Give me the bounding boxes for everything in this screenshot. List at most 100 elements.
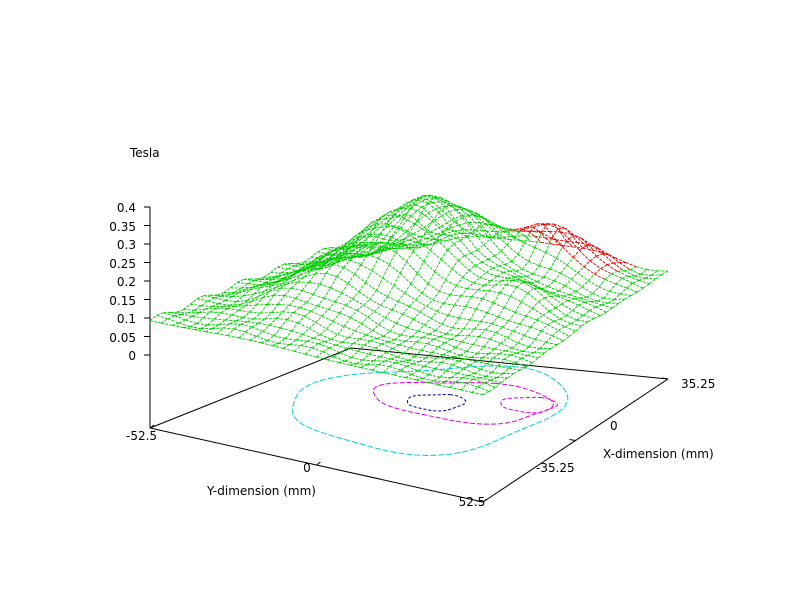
surface-mesh-line bbox=[517, 254, 529, 262]
surface-mesh-line bbox=[319, 250, 331, 257]
surface-mesh-line bbox=[276, 318, 288, 320]
surface-mesh-line bbox=[618, 298, 626, 304]
surface-mesh-line bbox=[485, 230, 497, 233]
surface-mesh-line bbox=[615, 283, 627, 289]
surface-mesh-line bbox=[245, 304, 257, 307]
surface-mesh-line bbox=[319, 273, 327, 285]
surface-mesh-line bbox=[394, 374, 406, 379]
surface-mesh-line bbox=[470, 252, 483, 263]
surface-mesh-line bbox=[225, 314, 233, 321]
surface-mesh-line bbox=[499, 350, 506, 355]
surface-mesh-line bbox=[478, 336, 491, 340]
surface-mesh-line bbox=[571, 272, 578, 280]
surface-mesh-line bbox=[489, 332, 497, 340]
surface-mesh-line bbox=[310, 305, 318, 312]
surface-mesh-line bbox=[447, 304, 455, 316]
surface-mesh-line bbox=[405, 241, 417, 246]
surface-mesh-line bbox=[466, 282, 474, 290]
surface-mesh-line bbox=[406, 220, 418, 232]
surface-mesh-line bbox=[542, 314, 555, 322]
surface-mesh-line bbox=[271, 311, 283, 314]
surface-mesh-line bbox=[611, 270, 618, 275]
surface-mesh-line bbox=[600, 264, 608, 269]
surface-mesh-line bbox=[458, 306, 466, 319]
surface-mesh-line bbox=[330, 276, 338, 289]
surface-mesh-line bbox=[369, 226, 381, 237]
surface-mesh-line bbox=[402, 313, 414, 320]
surface-mesh-line bbox=[405, 340, 417, 343]
surface-mesh-line bbox=[555, 307, 567, 316]
surface-mesh-line bbox=[483, 238, 491, 246]
surface-mesh-line bbox=[525, 308, 533, 317]
surface-mesh-line bbox=[537, 281, 549, 288]
surface-mesh-line bbox=[503, 354, 511, 360]
surface-mesh-line bbox=[271, 342, 279, 346]
surface-mesh-line bbox=[294, 265, 306, 269]
surface-mesh-line bbox=[170, 311, 182, 315]
surface-mesh-line bbox=[522, 268, 534, 275]
surface-mesh-line bbox=[515, 226, 527, 230]
surface-mesh-line bbox=[560, 272, 572, 280]
surface-mesh-line bbox=[223, 291, 235, 294]
surface-mesh-line bbox=[403, 347, 411, 354]
surface-mesh-line bbox=[509, 239, 521, 241]
surface-mesh-line bbox=[359, 338, 371, 342]
surface-mesh-line bbox=[502, 367, 510, 374]
surface-mesh-line bbox=[466, 236, 478, 251]
surface-mesh-line bbox=[488, 290, 500, 294]
surface-mesh-line bbox=[386, 214, 394, 225]
surface-mesh-line bbox=[547, 280, 555, 287]
contour-line bbox=[372, 382, 554, 425]
surface-mesh-line bbox=[526, 276, 538, 283]
surface-mesh-line bbox=[566, 240, 574, 248]
surface-mesh-line bbox=[492, 267, 504, 273]
surface-mesh-line bbox=[486, 302, 494, 313]
surface-mesh-line bbox=[554, 280, 566, 287]
surface-mesh-line bbox=[426, 237, 434, 240]
surface-mesh-line bbox=[386, 348, 393, 353]
surface-mesh-line bbox=[581, 237, 593, 246]
surface-mesh-line bbox=[417, 220, 425, 228]
surface-mesh-line bbox=[482, 391, 490, 396]
surface-mesh-line bbox=[225, 296, 233, 301]
surface-mesh-line bbox=[477, 284, 485, 291]
surface-mesh-line bbox=[449, 235, 457, 239]
surface-mesh-line bbox=[419, 231, 427, 242]
surface-mesh-line bbox=[459, 240, 472, 254]
surface-mesh-line bbox=[345, 250, 353, 255]
surface-mesh-line bbox=[278, 342, 290, 346]
surface-mesh-line bbox=[482, 298, 494, 304]
surface-mesh-line bbox=[376, 338, 389, 343]
surface-mesh-line bbox=[273, 327, 281, 336]
surface-mesh-line bbox=[427, 382, 439, 386]
surface-mesh-line bbox=[575, 325, 582, 332]
surface-mesh-line bbox=[497, 365, 510, 369]
surface-mesh-line bbox=[640, 269, 648, 275]
surface-mesh-line bbox=[319, 328, 327, 335]
surface-mesh-line bbox=[431, 211, 440, 222]
surface-mesh-line bbox=[304, 273, 316, 278]
surface-mesh-line bbox=[423, 219, 435, 228]
surface-mesh-line bbox=[567, 300, 579, 306]
surface-mesh-line bbox=[595, 304, 602, 308]
surface-mesh-line bbox=[598, 286, 610, 292]
surface-mesh-line bbox=[247, 283, 259, 286]
surface-mesh-line bbox=[354, 242, 362, 247]
surface-mesh-line bbox=[491, 323, 503, 328]
surface-mesh-line bbox=[440, 259, 453, 270]
surface-mesh-line bbox=[433, 376, 441, 382]
surface-mesh-line bbox=[351, 247, 359, 252]
surface-mesh-line bbox=[483, 346, 495, 350]
surface-mesh-line bbox=[559, 231, 567, 242]
surface-mesh-line bbox=[293, 274, 301, 281]
surface-mesh-line bbox=[485, 375, 497, 379]
surface-mesh-line bbox=[338, 253, 346, 257]
surface-mesh-line bbox=[511, 342, 519, 349]
surface-mesh-line bbox=[365, 223, 377, 229]
surface-mesh-line bbox=[302, 267, 314, 271]
surface-mesh-line bbox=[424, 242, 436, 246]
surface-mesh-line bbox=[602, 253, 614, 264]
surface-mesh-line bbox=[464, 255, 476, 266]
surface-mesh-line bbox=[290, 281, 299, 289]
surface-mesh-line bbox=[468, 375, 480, 379]
